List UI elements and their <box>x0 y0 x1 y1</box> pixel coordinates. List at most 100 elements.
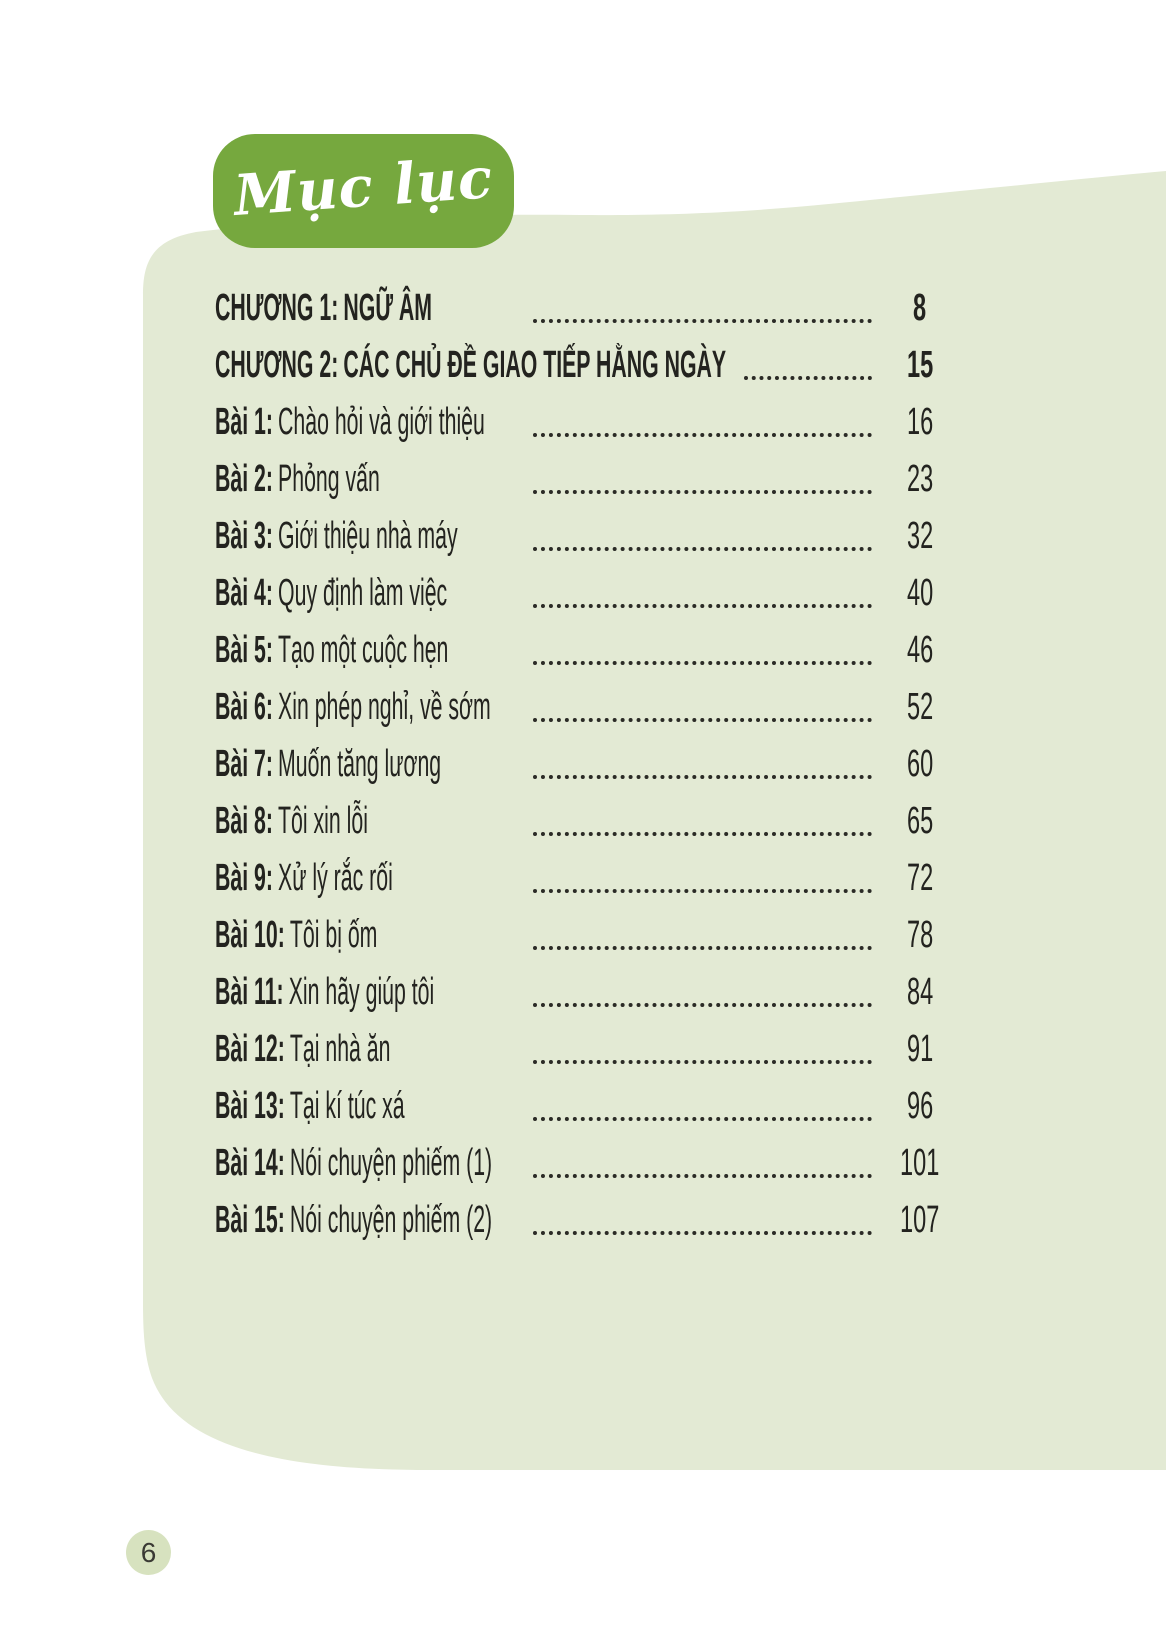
toc-entry: Bài 11: Xin hãy giúp tôi 84 <box>215 964 960 1021</box>
toc-entry: Bài 4: Quy định làm việc 40 <box>215 565 960 622</box>
toc-entry-text: Bài 13: Tại kí túc xá <box>215 1078 515 1135</box>
entry-page-number: 23 <box>906 458 934 500</box>
toc-entry-text: Bài 8: Tôi xin lỗi <box>215 793 515 850</box>
toc-entry: Bài 2: Phỏng vấn 23 <box>215 451 960 508</box>
toc-list: CHƯƠNG 1: NGỮ ÂM 8 CHƯƠNG 2: CÁC CHỦ ĐỀ GI… <box>215 280 960 1249</box>
dot-leader <box>533 432 872 437</box>
toc-entry: Bài 8: Tôi xin lỗi 65 <box>215 793 960 850</box>
toc-entry: Bài 1: Chào hỏi và giới thiệu 16 <box>215 394 960 451</box>
dot-leader <box>533 1002 872 1007</box>
entry-title: Tại kí túc xá <box>289 1085 405 1127</box>
entry-title: Chào hỏi và giới thiệu <box>278 401 485 443</box>
entry-page-cell: 52 <box>880 679 960 736</box>
entry-prefix: Bài 4: <box>215 572 273 614</box>
entry-page-number: 60 <box>906 743 934 785</box>
dot-leader <box>533 603 872 608</box>
toc-entry: Bài 9: Xử lý rắc rối 72 <box>215 850 960 907</box>
entry-page-number: 65 <box>906 800 934 842</box>
entry-page-number: 40 <box>906 572 934 614</box>
toc-entry-text: Bài 2: Phỏng vấn <box>215 451 515 508</box>
entry-prefix: Bài 9: <box>215 857 273 899</box>
entry-page-cell: 78 <box>880 907 960 964</box>
dot-leader <box>533 945 872 950</box>
entry-title: CÁC CHỦ ĐỀ GIAO TIẾP HẰNG NGÀY <box>343 344 727 386</box>
dot-leader <box>533 774 872 779</box>
entry-page-cell: 23 <box>880 451 960 508</box>
footer-page-circle: 6 <box>126 1530 171 1575</box>
entry-prefix: Bài 3: <box>215 515 273 557</box>
toc-entry-text: Bài 5: Tạo một cuộc hẹn <box>215 622 515 679</box>
entry-page-cell: 40 <box>880 565 960 622</box>
entry-prefix: Bài 10: <box>215 914 285 956</box>
entry-page-number: 15 <box>906 344 934 386</box>
entry-page-cell: 60 <box>880 736 960 793</box>
entry-prefix: Bài 6: <box>215 686 273 728</box>
entry-title: Tại nhà ăn <box>289 1028 391 1070</box>
entry-page-number: 101 <box>900 1142 940 1184</box>
entry-prefix: Bài 5: <box>215 629 273 671</box>
entry-title: Nói chuyện phiếm (2) <box>289 1199 493 1241</box>
entry-prefix: CHƯƠNG 2: <box>215 344 339 386</box>
dot-leader <box>533 717 872 722</box>
toc-entry: Bài 6: Xin phép nghỉ, về sớm 52 <box>215 679 960 736</box>
toc-entry-text: Bài 9: Xử lý rắc rối <box>215 850 515 907</box>
toc-entry: Bài 13: Tại kí túc xá 96 <box>215 1078 960 1135</box>
entry-prefix: Bài 15: <box>215 1199 285 1241</box>
dot-leader <box>533 660 872 665</box>
toc-entry: Bài 10: Tôi bị ốm 78 <box>215 907 960 964</box>
footer-page-number: 6 <box>140 1536 157 1568</box>
dot-leader <box>744 375 872 380</box>
entry-prefix: Bài 14: <box>215 1142 285 1184</box>
entry-page-number: 107 <box>900 1199 940 1241</box>
toc-entry-text: Bài 12: Tại nhà ăn <box>215 1021 515 1078</box>
entry-prefix: Bài 11: <box>215 971 284 1013</box>
entry-prefix: Bài 1: <box>215 401 273 443</box>
entry-title: Tạo một cuộc hẹn <box>278 629 449 671</box>
toc-entry-text: Bài 10: Tôi bị ốm <box>215 907 515 964</box>
entry-page-number: 78 <box>906 914 934 956</box>
toc-entry: Bài 14: Nói chuyện phiếm (1) 101 <box>215 1135 960 1192</box>
entry-title: Xin hãy giúp tôi <box>288 971 435 1013</box>
toc-entry-text: CHƯƠNG 1: NGỮ ÂM <box>215 280 515 337</box>
entry-prefix: Bài 12: <box>215 1028 285 1070</box>
entry-page-cell: 46 <box>880 622 960 679</box>
entry-prefix: CHƯƠNG 1: <box>215 287 339 329</box>
entry-page-cell: 91 <box>880 1021 960 1078</box>
toc-entry: CHƯƠNG 1: NGỮ ÂM 8 <box>215 280 960 337</box>
entry-page-number: 46 <box>906 629 934 671</box>
toc-entry: Bài 5: Tạo một cuộc hẹn 46 <box>215 622 960 679</box>
entry-page-cell: 15 <box>880 337 960 394</box>
entry-title: Muốn tăng lương <box>278 743 442 785</box>
dot-leader <box>533 1173 872 1178</box>
dot-leader <box>533 888 872 893</box>
dot-leader <box>533 546 872 551</box>
entry-page-number: 72 <box>906 857 934 899</box>
entry-page-number: 16 <box>906 401 934 443</box>
entry-page-number: 84 <box>906 971 934 1013</box>
entry-title: Quy định làm việc <box>278 572 448 614</box>
entry-page-cell: 96 <box>880 1078 960 1135</box>
entry-page-number: 91 <box>906 1028 934 1070</box>
entry-title: Xin phép nghỉ, về sớm <box>278 686 491 728</box>
entry-title: Nói chuyện phiếm (1) <box>289 1142 493 1184</box>
entry-page-number: 96 <box>906 1085 934 1127</box>
toc-entry-text: Bài 1: Chào hỏi và giới thiệu <box>215 394 515 451</box>
dot-leader <box>533 489 872 494</box>
entry-page-cell: 16 <box>880 394 960 451</box>
entry-page-cell: 8 <box>880 280 960 337</box>
entry-title: Tôi xin lỗi <box>278 800 368 842</box>
entry-page-cell: 107 <box>880 1192 960 1249</box>
entry-prefix: Bài 7: <box>215 743 273 785</box>
entry-page-number: 52 <box>906 686 934 728</box>
toc-entry-text: Bài 3: Giới thiệu nhà máy <box>215 508 515 565</box>
entry-page-number: 32 <box>906 515 934 557</box>
dot-leader <box>533 318 872 323</box>
toc-entry: Bài 7: Muốn tăng lương 60 <box>215 736 960 793</box>
toc-header-title: Mục lục <box>231 145 495 229</box>
entry-page-cell: 101 <box>880 1135 960 1192</box>
entry-title: Phỏng vấn <box>278 458 380 500</box>
toc-header-box: Mục lục <box>213 134 514 248</box>
toc-entry: Bài 3: Giới thiệu nhà máy 32 <box>215 508 960 565</box>
toc-entry-text: Bài 4: Quy định làm việc <box>215 565 515 622</box>
